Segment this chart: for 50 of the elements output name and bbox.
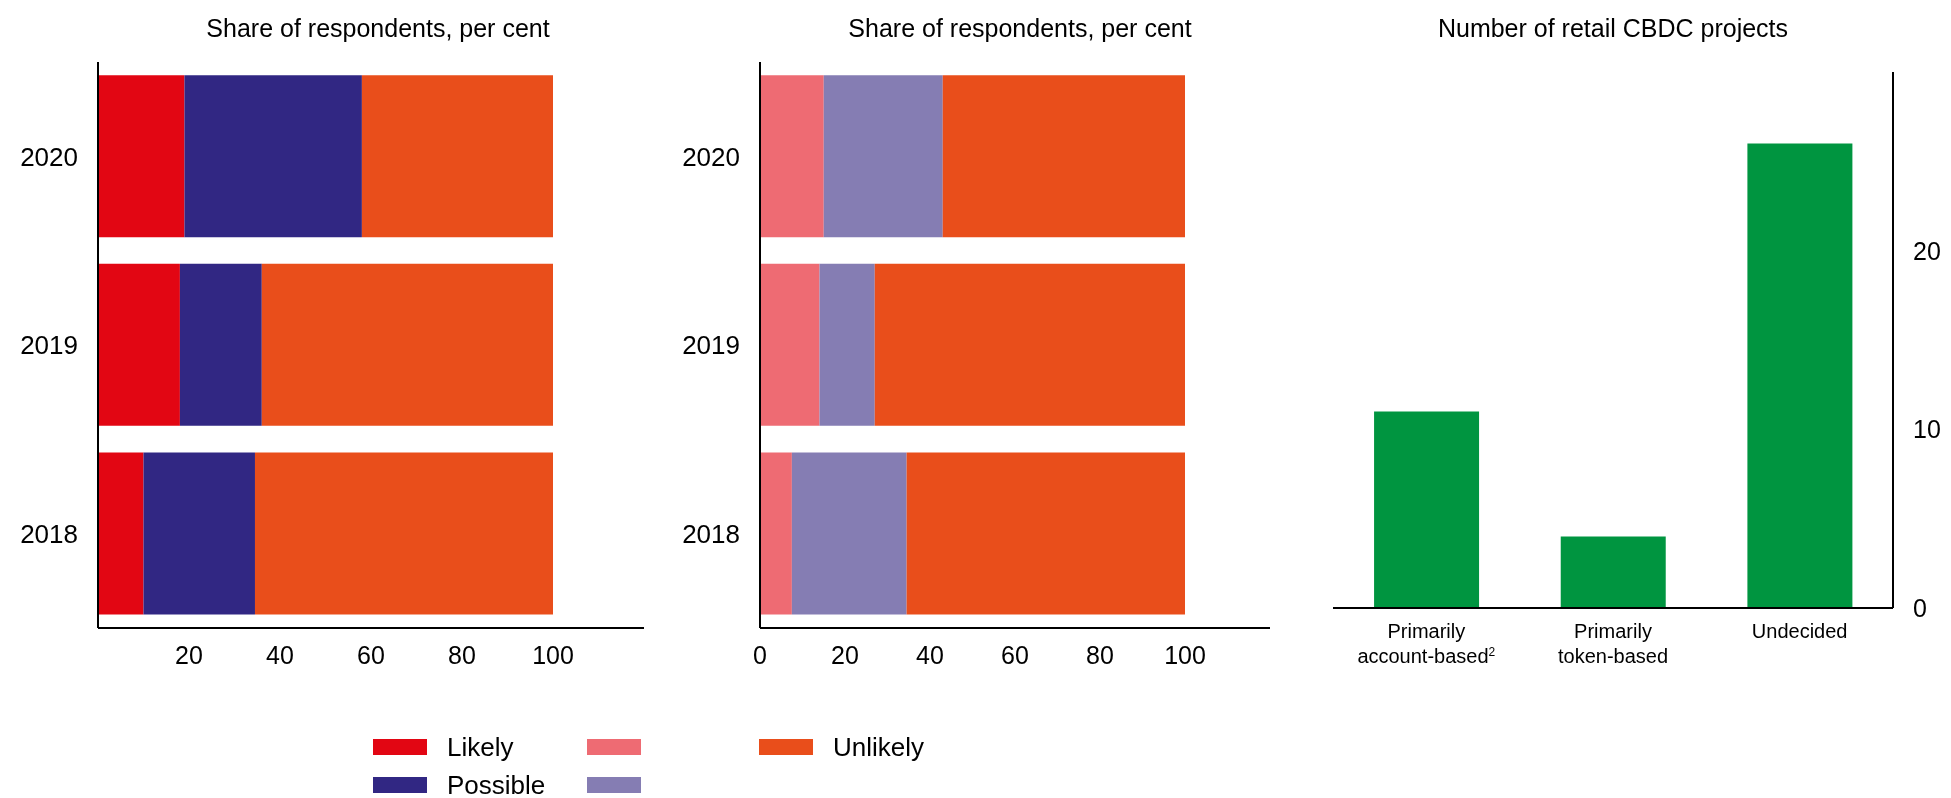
x-tick-label: Primarily token-based bbox=[1557, 620, 1669, 667]
chart-title: Share of respondents, per cent bbox=[847, 13, 1193, 44]
x-tick-label: 60 bbox=[1001, 640, 1029, 669]
y-tick-label: 2018 bbox=[682, 518, 740, 549]
x-tick-label: 100 bbox=[532, 640, 574, 669]
bar bbox=[760, 75, 824, 238]
x-tick-label: 80 bbox=[448, 640, 476, 669]
y-tick-label: 2020 bbox=[20, 141, 78, 172]
x-tick-label: 20 bbox=[831, 640, 859, 669]
x-tick-label: 0 bbox=[753, 640, 767, 669]
y-tick-label: 2020 bbox=[682, 141, 740, 172]
bar bbox=[361, 75, 553, 238]
x-tick-label: 40 bbox=[266, 640, 294, 669]
x-tick-label: 60 bbox=[357, 640, 385, 669]
x-tick-label: 40 bbox=[916, 640, 944, 669]
bar bbox=[1374, 411, 1480, 608]
bar bbox=[1560, 536, 1666, 608]
bar bbox=[1747, 143, 1853, 608]
bar bbox=[98, 263, 180, 426]
x-tick-label: Undecided bbox=[1751, 620, 1848, 642]
bar bbox=[942, 75, 1185, 238]
chart-title: Share of respondents, per cent bbox=[205, 13, 551, 44]
x-tick-label: 80 bbox=[1086, 640, 1114, 669]
y-tick-label: 0 bbox=[1913, 593, 1927, 622]
bar bbox=[906, 452, 1185, 615]
legend-label: Unlikely bbox=[833, 731, 925, 763]
legend-label: Likely bbox=[447, 731, 514, 763]
bar bbox=[254, 452, 553, 615]
y-tick-label: 10 bbox=[1913, 415, 1941, 444]
y-tick-label: 2018 bbox=[20, 518, 78, 549]
x-tick-label: Primarily account-based$^{2}$ bbox=[1357, 620, 1496, 667]
bar bbox=[760, 263, 820, 426]
y-tick-label: 20 bbox=[1913, 236, 1941, 265]
bar bbox=[98, 452, 144, 615]
bar bbox=[874, 263, 1185, 426]
chart-title: Number of retail CBDC projects bbox=[1436, 13, 1790, 44]
bar bbox=[143, 452, 255, 615]
bar bbox=[184, 75, 362, 238]
bar bbox=[98, 75, 185, 238]
bar bbox=[261, 263, 553, 426]
bar bbox=[760, 452, 792, 615]
bar bbox=[823, 75, 943, 238]
x-tick-label: 20 bbox=[175, 640, 203, 669]
y-tick-label: 2019 bbox=[682, 330, 740, 361]
bar bbox=[819, 263, 875, 426]
y-tick-label: 2019 bbox=[20, 330, 78, 361]
legend-label: Possible bbox=[447, 769, 546, 798]
bar bbox=[791, 452, 907, 615]
x-tick-label: 100 bbox=[1164, 640, 1206, 669]
bar bbox=[179, 263, 262, 426]
